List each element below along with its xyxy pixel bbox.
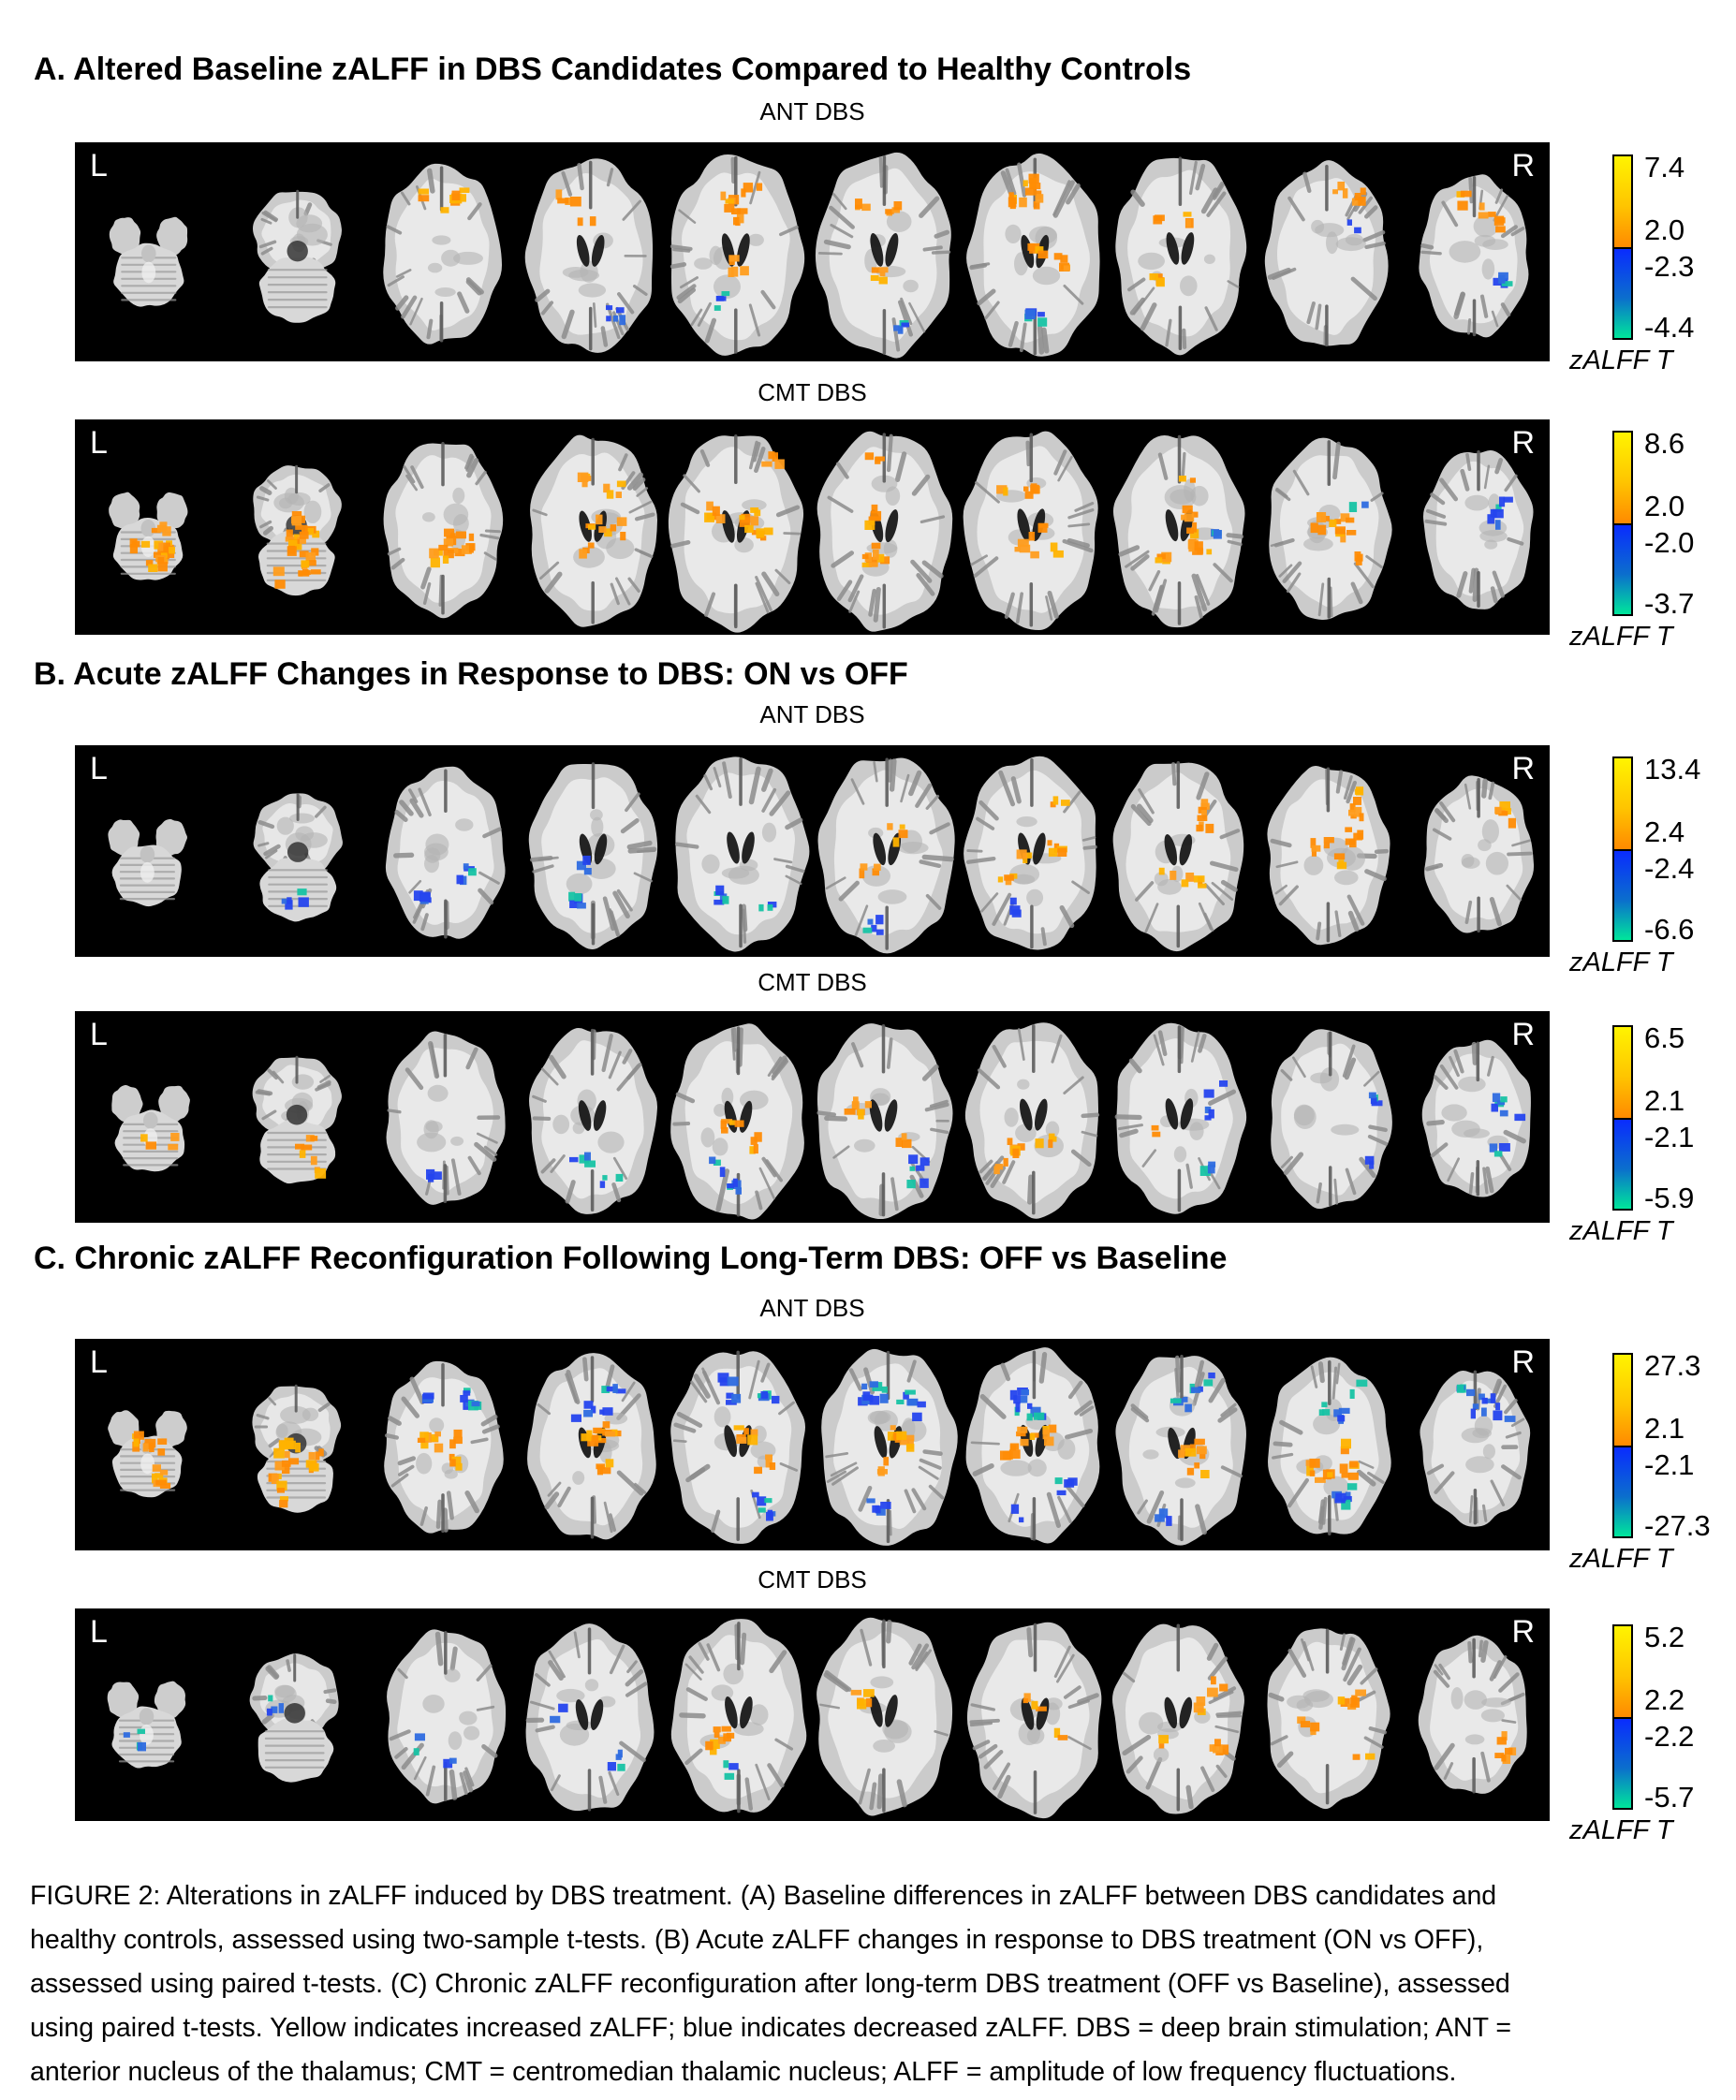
colorbar-pos-threshold: 2.1	[1644, 1412, 1685, 1445]
left-hemisphere-marker: L	[90, 425, 108, 461]
colorbar-positive-segment	[1614, 1626, 1631, 1717]
colorbar-neg-threshold: -2.0	[1644, 526, 1695, 559]
colorbar-min-value: -6.6	[1644, 913, 1695, 946]
colorbar-min-value: -3.7	[1644, 587, 1695, 620]
right-hemisphere-marker: R	[1511, 425, 1535, 461]
colorbar-negative-segment	[1614, 1118, 1631, 1209]
left-hemisphere-marker: L	[90, 1614, 108, 1650]
colorbar-unit-label: zALFF T	[1569, 345, 1673, 375]
colorbar-gradient	[1612, 1353, 1633, 1538]
panel-a-title: A. Altered Baseline zALFF in DBS Candida…	[34, 51, 1192, 87]
colorbar-neg-threshold: -2.4	[1644, 852, 1695, 885]
colorbar-gradient	[1612, 1025, 1633, 1211]
brain-strip-a-cmt: L R	[75, 419, 1550, 635]
row-label-b-cmt: CMT DBS	[758, 968, 867, 996]
brain-strip-a-ant: L R	[75, 142, 1550, 361]
colorbar-neg-threshold: -2.2	[1644, 1720, 1695, 1753]
figure-caption: FIGURE 2: Alterations in zALFF induced b…	[30, 1874, 1715, 2094]
colorbar-unit-label: zALFF T	[1569, 1216, 1673, 1246]
colorbar-negative-segment	[1614, 247, 1631, 338]
brain-slices-graphic	[111, 1022, 1531, 1220]
colorbar-gradient	[1612, 756, 1633, 942]
colorbar-unit-label: zALFF T	[1569, 1815, 1673, 1845]
brain-strip-c-ant: L R	[75, 1339, 1550, 1550]
right-hemisphere-marker: R	[1511, 148, 1535, 184]
colorbar-unit-label: zALFF T	[1569, 1544, 1673, 1574]
colorbar-max-value: 6.5	[1644, 1021, 1685, 1054]
colorbar-pos-threshold: 2.1	[1644, 1084, 1685, 1117]
brain-slices-graphic	[107, 1617, 1527, 1819]
brain-strip-b-cmt: L R	[75, 1011, 1550, 1223]
caption-line: assessed using paired t-tests. (C) Chron…	[30, 1969, 1510, 1999]
row-label-b-ant: ANT DBS	[759, 700, 865, 728]
panel-b-title: B. Acute zALFF Changes in Response to DB…	[34, 656, 908, 692]
colorbar-positive-segment	[1614, 758, 1631, 849]
colorbar-unit-label: zALFF T	[1569, 947, 1673, 977]
colorbar-min-value: -4.4	[1644, 311, 1695, 344]
colorbar-min-value: -5.7	[1644, 1781, 1695, 1814]
right-hemisphere-marker: R	[1511, 1614, 1535, 1650]
left-hemisphere-marker: L	[90, 1017, 108, 1052]
colorbar-min-value: -27.3	[1644, 1509, 1711, 1542]
caption-line: using paired t-tests. Yellow indicates i…	[30, 2013, 1512, 2043]
colorbar-pos-threshold: 2.0	[1644, 490, 1685, 522]
caption-line: healthy controls, assessed using two-sam…	[30, 1925, 1484, 1955]
colorbar-negative-segment	[1614, 1717, 1631, 1808]
row-label-a-cmt: CMT DBS	[758, 378, 867, 406]
colorbar-neg-threshold: -2.3	[1644, 250, 1695, 283]
colorbar-pos-threshold: 2.2	[1644, 1683, 1685, 1716]
brain-strip-b-ant: L R	[75, 745, 1550, 957]
colorbar-pos-threshold: 2.0	[1644, 213, 1685, 246]
colorbar-gradient	[1612, 154, 1633, 340]
right-hemisphere-marker: R	[1511, 751, 1535, 786]
colorbar-max-value: 7.4	[1644, 151, 1685, 184]
colorbar-b-ant: 13.4 2.4 -2.4 -6.6 zALFF T	[1569, 753, 1736, 986]
colorbar-positive-segment	[1614, 1355, 1631, 1446]
colorbar-pos-threshold: 2.4	[1644, 815, 1685, 848]
row-label-c-ant: ANT DBS	[759, 1294, 865, 1322]
colorbar-gradient	[1612, 1624, 1633, 1810]
colorbar-positive-segment	[1614, 156, 1631, 247]
colorbar-neg-threshold: -2.1	[1644, 1448, 1695, 1481]
row-label-a-ant: ANT DBS	[759, 97, 865, 125]
colorbar-gradient	[1612, 431, 1633, 616]
colorbar-max-value: 5.2	[1644, 1621, 1685, 1653]
colorbar-negative-segment	[1614, 523, 1631, 614]
row-label-c-cmt: CMT DBS	[758, 1565, 867, 1593]
colorbar-max-value: 13.4	[1644, 753, 1701, 786]
left-hemisphere-marker: L	[90, 148, 108, 184]
colorbar-min-value: -5.9	[1644, 1182, 1695, 1214]
colorbar-positive-segment	[1614, 1027, 1631, 1118]
colorbar-b-cmt: 6.5 2.1 -2.1 -5.9 zALFF T	[1569, 1021, 1736, 1255]
brain-strip-c-cmt: L R	[75, 1608, 1550, 1821]
colorbar-max-value: 27.3	[1644, 1349, 1701, 1382]
colorbar-unit-label: zALFF T	[1569, 622, 1673, 652]
colorbar-positive-segment	[1614, 433, 1631, 523]
colorbar-max-value: 8.6	[1644, 427, 1685, 460]
caption-line: anterior nucleus of the thalamus; CMT = …	[30, 2057, 1457, 2087]
colorbar-a-cmt: 8.6 2.0 -2.0 -3.7 zALFF T	[1569, 427, 1736, 660]
colorbar-a-ant: 7.4 2.0 -2.3 -4.4 zALFF T	[1569, 151, 1736, 384]
left-hemisphere-marker: L	[90, 751, 108, 786]
colorbar-neg-threshold: -2.1	[1644, 1121, 1695, 1153]
colorbar-negative-segment	[1614, 849, 1631, 940]
caption-line: FIGURE 2: Alterations in zALFF induced b…	[30, 1881, 1497, 1911]
brain-slices-graphic	[109, 152, 1529, 359]
panel-c-title: C. Chronic zALFF Reconfiguration Followi…	[34, 1241, 1228, 1276]
brain-slices-graphic	[108, 756, 1535, 954]
right-hemisphere-marker: R	[1511, 1017, 1535, 1052]
colorbar-c-cmt: 5.2 2.2 -2.2 -5.7 zALFF T	[1569, 1621, 1736, 1854]
right-hemisphere-marker: R	[1511, 1344, 1535, 1380]
colorbar-c-ant: 27.3 2.1 -2.1 -27.3 zALFF T	[1569, 1349, 1736, 1582]
left-hemisphere-marker: L	[90, 1344, 108, 1380]
colorbar-negative-segment	[1614, 1446, 1631, 1536]
brain-slices-graphic	[108, 1347, 1531, 1546]
brain-slices-graphic	[109, 431, 1534, 633]
